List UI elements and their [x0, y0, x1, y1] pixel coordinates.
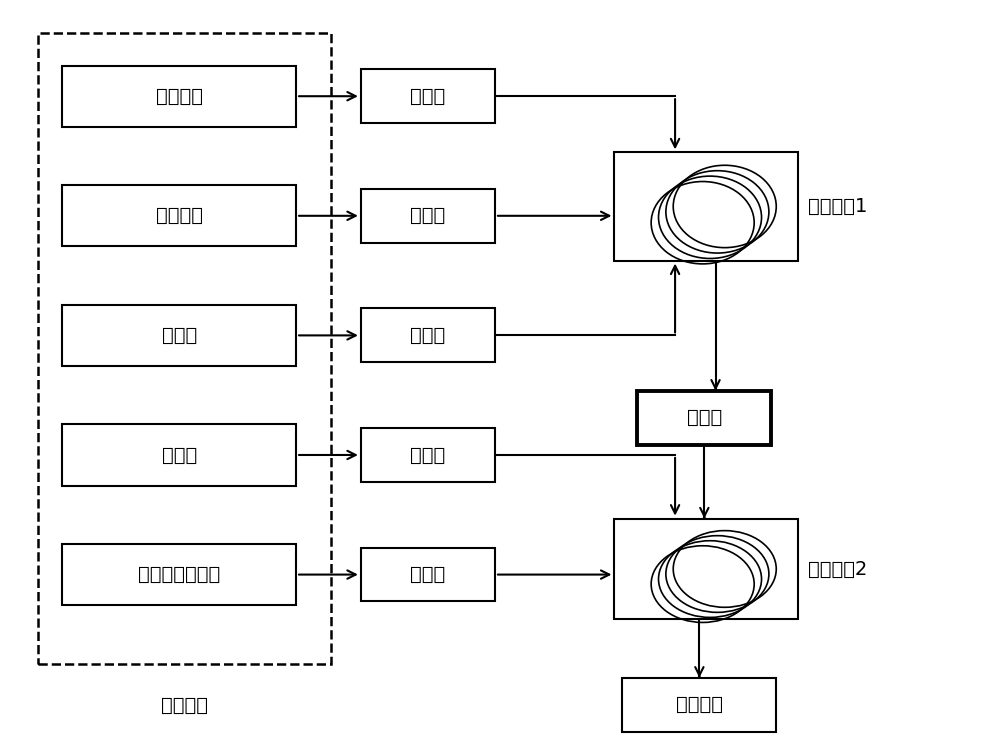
- Bar: [62, 305, 296, 366]
- Text: 原料储罐: 原料储罐: [161, 696, 208, 715]
- Bar: [38, 32, 331, 664]
- Text: 计量泵: 计量泵: [410, 87, 446, 105]
- Bar: [622, 678, 776, 731]
- Bar: [62, 66, 296, 127]
- Bar: [62, 544, 296, 605]
- Text: 二甲苯: 二甲苯: [162, 326, 197, 345]
- Bar: [361, 309, 495, 362]
- Text: 氯乙酰氯: 氯乙酰氯: [156, 206, 203, 225]
- Text: 碱溶液: 碱溶液: [162, 446, 197, 465]
- Text: 微反应器2: 微反应器2: [808, 559, 868, 578]
- Text: 取代苯胺: 取代苯胺: [156, 87, 203, 105]
- Bar: [361, 428, 495, 482]
- Bar: [361, 69, 495, 123]
- Text: 提纯装置: 提纯装置: [676, 695, 723, 714]
- Bar: [361, 189, 495, 242]
- Text: 计量泵: 计量泵: [410, 446, 446, 465]
- Bar: [637, 391, 771, 444]
- Bar: [62, 425, 296, 486]
- Bar: [361, 547, 495, 602]
- Bar: [614, 152, 798, 261]
- Bar: [614, 519, 798, 620]
- Text: 计量泵: 计量泵: [410, 326, 446, 345]
- Text: 微反应器1: 微反应器1: [808, 197, 868, 216]
- Bar: [62, 185, 296, 246]
- Text: 计量泵: 计量泵: [410, 565, 446, 584]
- Text: 氯亚甲基烷基醚: 氯亚甲基烷基醚: [138, 565, 220, 584]
- Text: 计量泵: 计量泵: [687, 408, 722, 427]
- Text: 计量泵: 计量泵: [410, 206, 446, 225]
